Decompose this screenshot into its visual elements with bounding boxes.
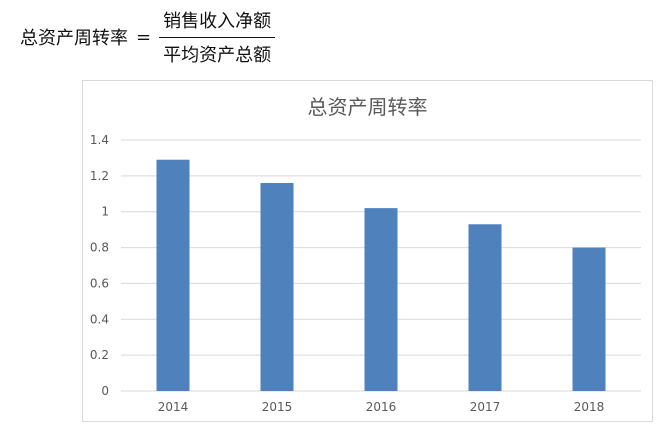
y-tick-label: 0.8 xyxy=(90,241,109,255)
x-tick-label: 2014 xyxy=(158,400,189,414)
bar-2017 xyxy=(468,224,502,391)
formula-numerator: 销售收入净额 xyxy=(159,7,276,38)
bar-2014 xyxy=(156,159,190,391)
x-tick-label: 2018 xyxy=(574,400,605,414)
x-tick-label: 2015 xyxy=(262,400,293,414)
x-tick-label: 2016 xyxy=(366,400,397,414)
bar-2015 xyxy=(260,183,294,391)
y-tick-label: 0.6 xyxy=(90,276,109,290)
formula-fraction: 销售收入净额 平均资产总额 xyxy=(159,7,276,67)
formula-lhs: 总资产周转率 xyxy=(20,28,128,49)
chart-title: 总资产周转率 xyxy=(307,95,428,119)
y-tick-label: 1.2 xyxy=(90,169,109,183)
x-tick-label: 2017 xyxy=(470,400,501,414)
y-tick-label: 1 xyxy=(101,205,109,219)
y-tick-label: 0.2 xyxy=(90,348,109,362)
y-tick-label: 0.4 xyxy=(90,312,109,326)
y-tick-label: 1.4 xyxy=(90,133,109,147)
formula-denominator: 平均资产总额 xyxy=(163,45,272,66)
bar-chart: 0 0.2 0.4 0.6 0.8 1 1.2 1.4 2014 2015 2016 2017 2018 xyxy=(90,133,641,414)
chart-area: 总资产周转率 0 0.2 0.4 0.6 0.8 1 1.2 1.4 2014 2015 2016 2… xyxy=(82,80,653,422)
formula-equals: = xyxy=(136,26,152,48)
bar-2016 xyxy=(364,208,398,391)
formula: 总资产周转率 = 销售收入净额 平均资产总额 xyxy=(20,7,276,67)
bar-2018 xyxy=(572,247,606,391)
y-tick-label: 0 xyxy=(101,384,109,398)
